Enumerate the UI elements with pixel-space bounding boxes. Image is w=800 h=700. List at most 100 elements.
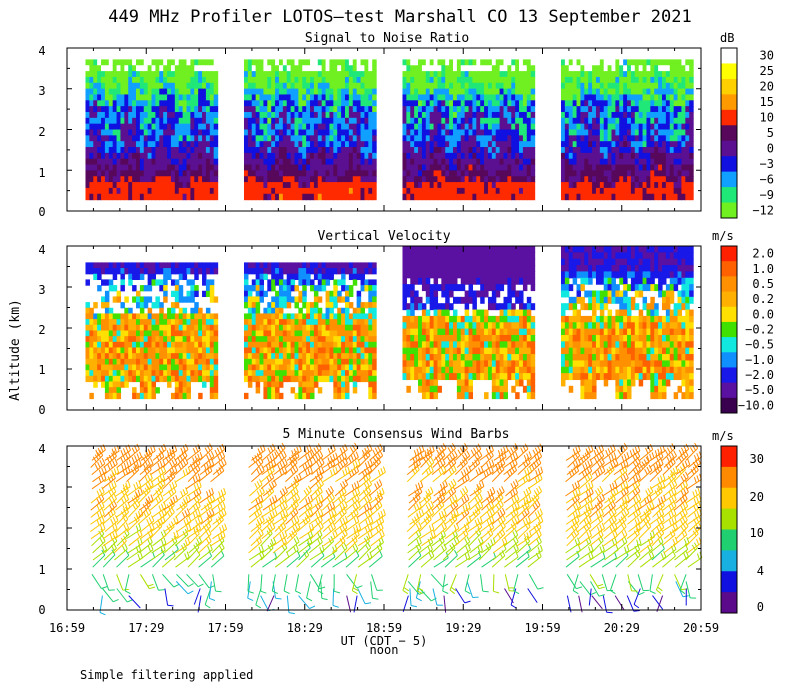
snr-cell — [112, 82, 118, 90]
velocity-cell — [441, 373, 446, 381]
velocity-cell — [368, 341, 373, 349]
snr-cell — [650, 71, 655, 78]
velocity-cell — [437, 366, 442, 374]
snr-cell — [372, 141, 377, 148]
snr-cell — [352, 152, 358, 160]
velocity-cell — [325, 302, 331, 309]
snr-cell — [89, 182, 94, 189]
snr-cell — [595, 152, 601, 160]
velocity-cell — [464, 379, 470, 387]
velocity-cell — [163, 268, 168, 275]
snr-cell — [414, 123, 419, 131]
snr-cell — [352, 141, 358, 148]
snr-cell — [689, 135, 694, 142]
velocity-cell — [429, 341, 435, 349]
colorbar-swatch — [721, 125, 737, 142]
snr-cell — [317, 182, 323, 189]
snr-cell — [421, 182, 427, 189]
snr-cell — [522, 123, 528, 131]
snr-cell — [603, 193, 609, 201]
snr-cell — [421, 65, 427, 72]
snr-cell — [325, 147, 331, 154]
velocity-cell — [143, 364, 149, 371]
snr-cell — [503, 147, 508, 154]
snr-cell — [108, 82, 114, 90]
snr-cell — [290, 170, 296, 177]
snr-cell — [630, 106, 636, 113]
snr-cell — [278, 117, 284, 125]
snr-cell — [572, 117, 578, 125]
snr-cell — [209, 111, 215, 119]
snr-cell — [120, 76, 125, 84]
snr-cell — [673, 106, 679, 113]
snr-cell — [205, 170, 211, 177]
snr-cell — [120, 59, 125, 66]
velocity-cell — [356, 268, 362, 275]
snr-cell — [120, 106, 125, 113]
velocity-cell — [325, 319, 331, 326]
velocity-cell — [202, 336, 207, 343]
velocity-cell — [112, 273, 118, 281]
snr-cell — [607, 82, 613, 90]
snr-cell — [511, 106, 516, 113]
snr-cell — [364, 100, 369, 107]
snr-cell — [120, 135, 125, 142]
snr-cell — [681, 111, 686, 119]
snr-cell — [124, 82, 129, 90]
velocity-cell — [143, 341, 149, 349]
snr-cell — [243, 59, 249, 66]
velocity-cell — [429, 296, 435, 304]
velocity-cell — [159, 330, 164, 337]
snr-cell — [654, 164, 659, 171]
snr-cell — [433, 152, 439, 160]
snr-cell — [677, 88, 683, 96]
velocity-cell — [282, 370, 288, 377]
snr-cell — [615, 164, 620, 171]
velocity-cell — [275, 392, 280, 400]
velocity-cell — [368, 319, 373, 326]
snr-cell — [499, 147, 505, 154]
snr-cell — [445, 164, 450, 171]
snr-cell — [124, 152, 129, 160]
velocity-cell — [290, 375, 296, 383]
snr-cell — [163, 88, 168, 96]
velocity-cell — [97, 262, 102, 269]
snr-cell — [290, 147, 296, 154]
velocity-cell — [290, 358, 296, 366]
velocity-cell — [402, 328, 407, 336]
snr-cell — [294, 187, 299, 195]
snr-cell — [167, 193, 172, 201]
velocity-cell — [333, 364, 338, 371]
snr-cell — [112, 123, 118, 131]
velocity-cell — [89, 358, 94, 366]
velocity-cell — [255, 273, 261, 281]
snr-cell — [147, 170, 153, 177]
snr-cell — [135, 193, 141, 201]
snr-cell — [580, 187, 585, 195]
velocity-cell — [247, 330, 253, 337]
snr-cell — [194, 59, 199, 66]
snr-cell — [658, 94, 663, 101]
velocity-cell — [348, 347, 354, 354]
snr-cell — [689, 182, 694, 189]
snr-cell — [275, 164, 280, 171]
velocity-cell — [251, 375, 257, 383]
snr-cell — [487, 193, 493, 201]
snr-cell — [333, 152, 338, 160]
velocity-cell — [441, 334, 446, 342]
velocity-cell — [410, 334, 415, 342]
snr-cell — [441, 152, 446, 160]
snr-cell — [247, 170, 253, 177]
snr-cell — [406, 141, 411, 148]
snr-cell — [662, 59, 667, 66]
velocity-cell — [194, 375, 199, 383]
snr-cell — [638, 135, 644, 142]
velocity-cell — [251, 307, 257, 315]
snr-cell — [286, 129, 292, 136]
velocity-cell — [317, 336, 323, 343]
snr-cell — [487, 100, 493, 107]
snr-cell — [313, 71, 319, 78]
snr-cell — [97, 182, 102, 189]
snr-cell — [429, 100, 435, 107]
snr-cell — [615, 65, 620, 72]
